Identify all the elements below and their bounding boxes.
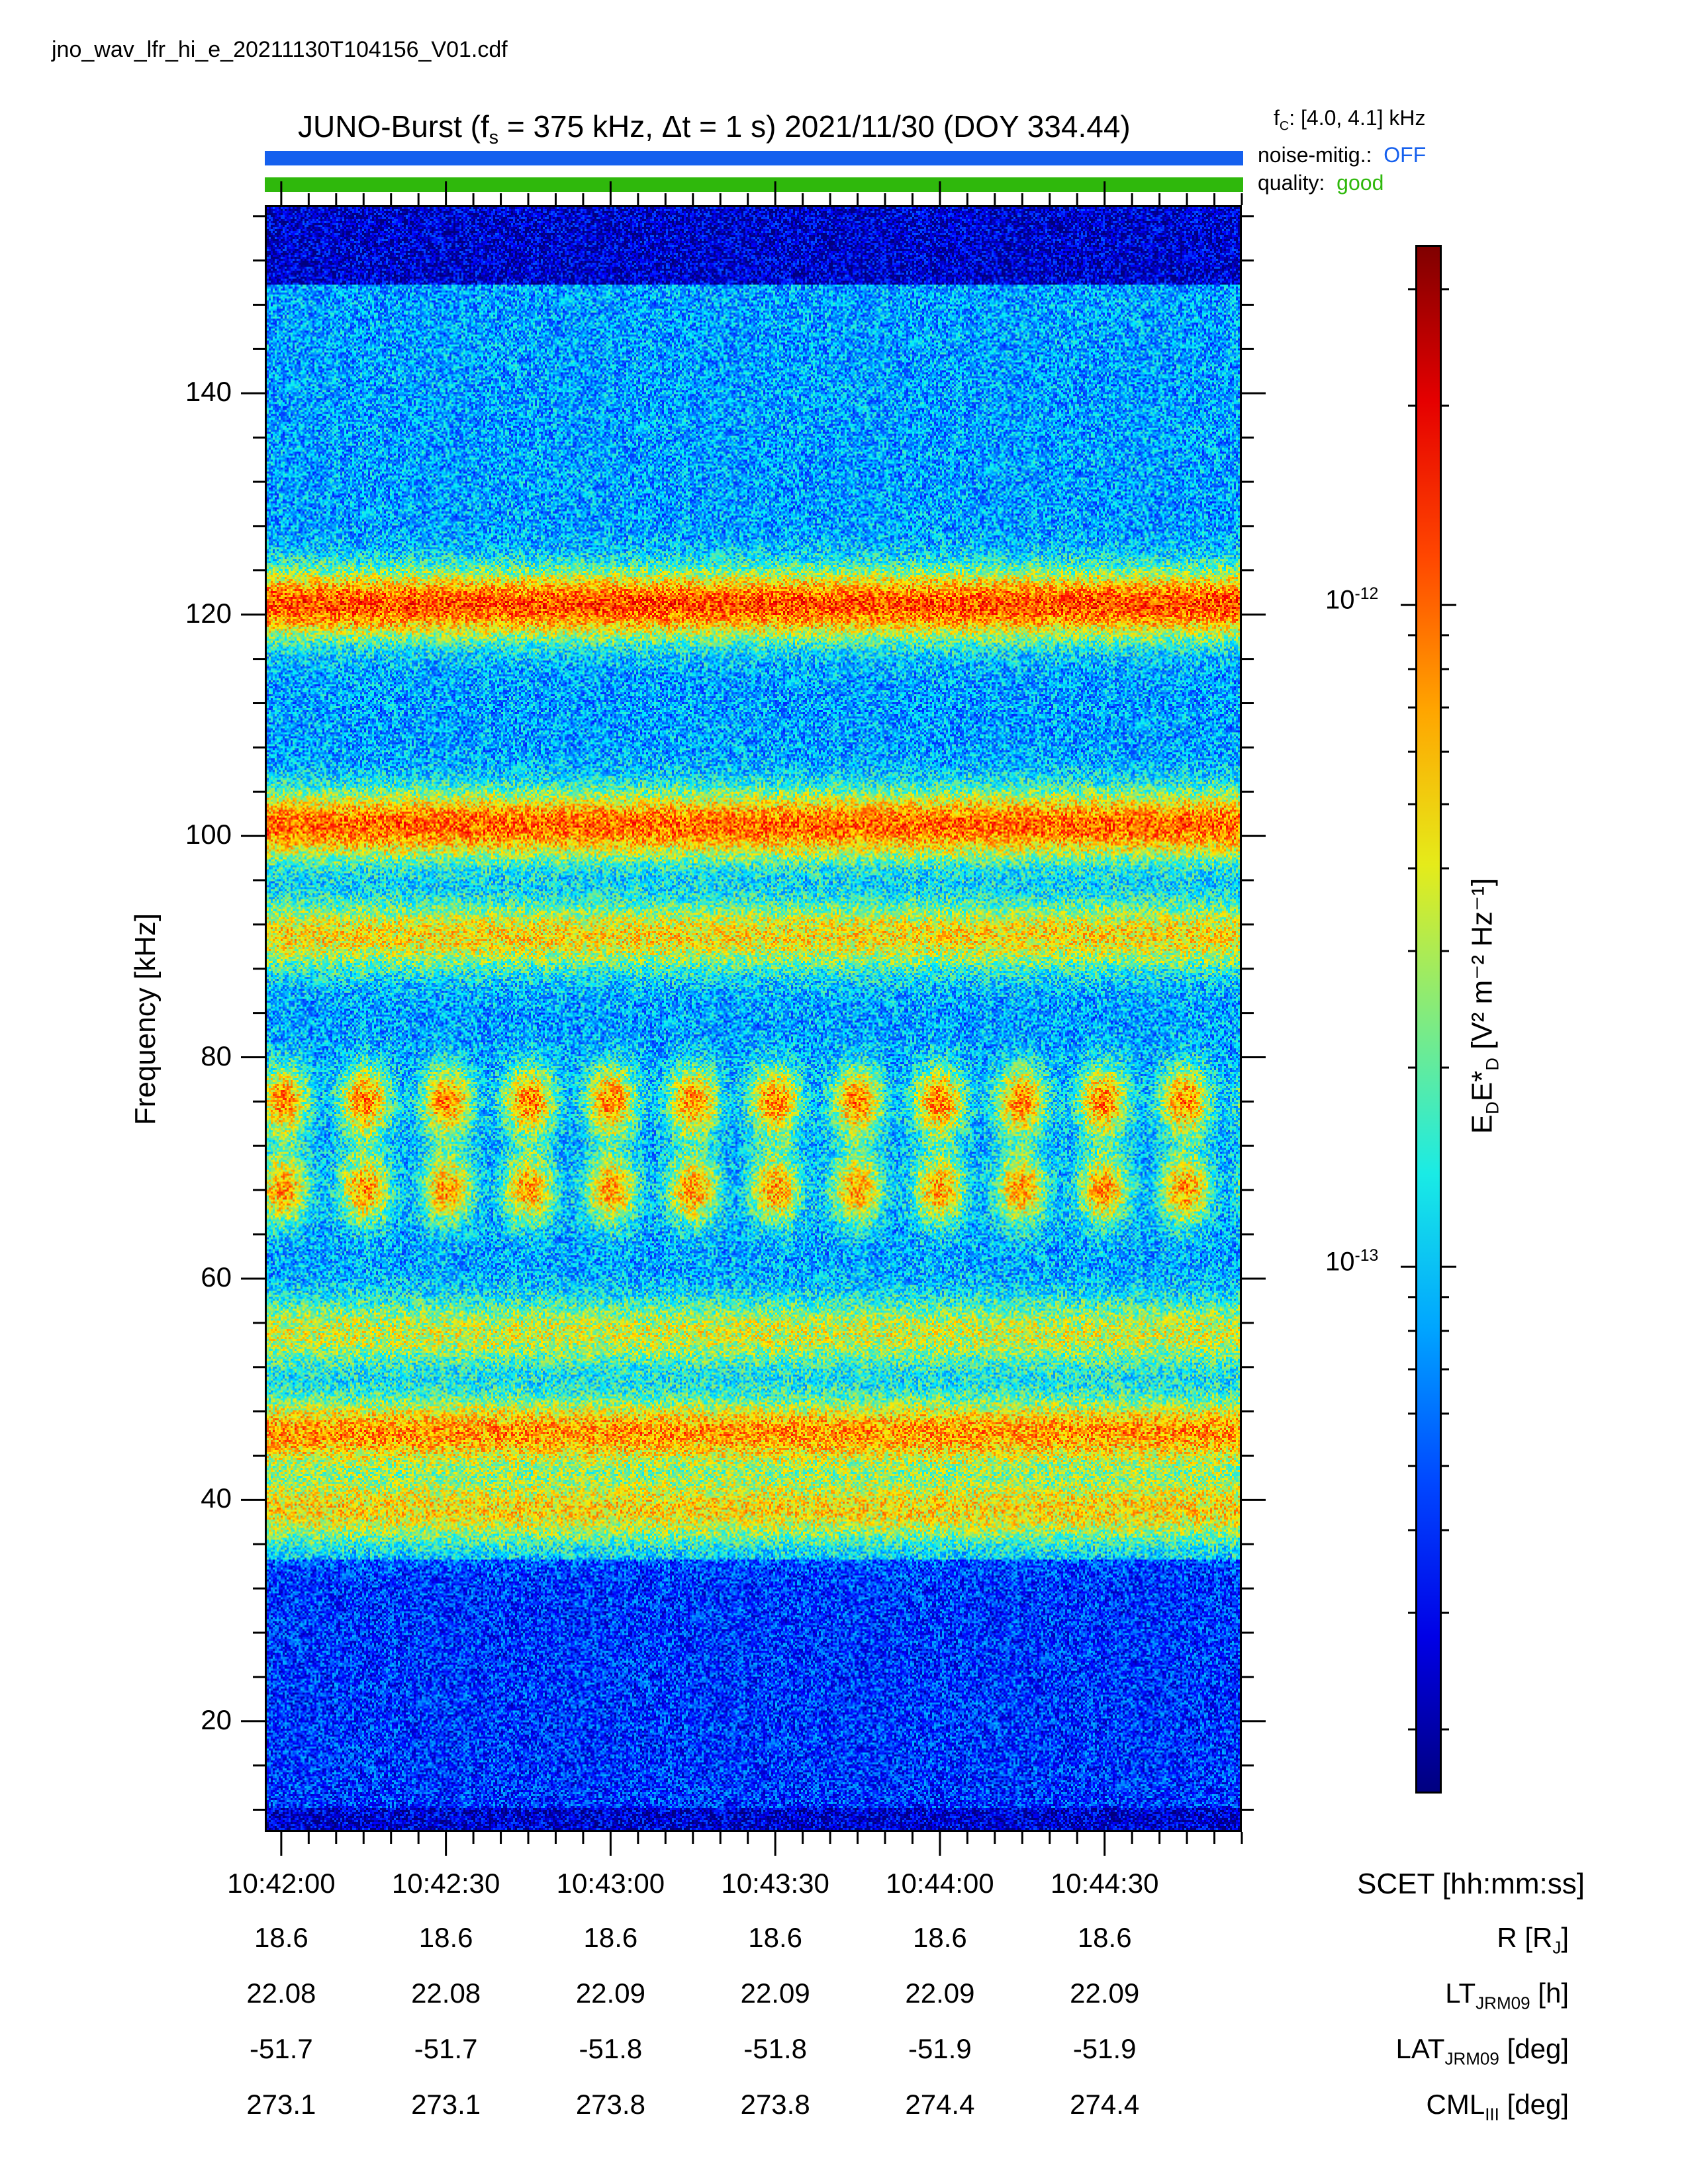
y-tick-label: 20 — [201, 1704, 232, 1735]
y-tick-label: 100 — [185, 819, 232, 850]
colorbar-tick-label: 10-13 — [1325, 1247, 1378, 1277]
scet-header: SCET [hh:mm:ss] — [1357, 1868, 1585, 1900]
ephemeris-value: 22.09 — [575, 1978, 645, 2009]
ephemeris-value: 22.08 — [246, 1978, 316, 2009]
y-axis-label: Frequency [kHz] — [129, 913, 162, 1126]
x-tick-label: 10:44:00 — [886, 1868, 994, 1899]
cb-label-mid: E* — [1466, 1070, 1499, 1102]
ephemeris-label-sub: III — [1485, 2104, 1499, 2124]
ephemeris-value: -51.9 — [1072, 2033, 1137, 2064]
ephemeris-label-main: LAT — [1395, 2033, 1445, 2064]
ephemeris-label-end: [deg] — [1499, 2089, 1569, 2120]
noise-mitigation-label: noise-mitig.: OFF — [1258, 143, 1426, 167]
ephemeris-value: 18.6 — [583, 1922, 638, 1953]
filename-label: jno_wav_lfr_hi_e_20211130T104156_V01.cdf — [52, 37, 508, 62]
ephemeris-value: -51.9 — [908, 2033, 972, 2064]
fc-sub: C — [1279, 118, 1289, 134]
ephemeris-value: 22.09 — [1070, 1978, 1140, 2009]
chart-title-prefix: JUNO-Burst (f — [298, 109, 489, 144]
ephemeris-row-label: LATJRM09 [deg] — [1291, 2033, 1569, 2069]
ephemeris-label-sub: JRM09 — [1476, 1993, 1530, 2013]
colorbar-tick-label: 10-12 — [1325, 585, 1378, 615]
ephemeris-label-main: LT — [1445, 1978, 1476, 2009]
ephemeris-value: 18.6 — [748, 1922, 803, 1953]
fc-value: : [4.0, 4.1] kHz — [1289, 106, 1426, 130]
noise-mitigation-value: OFF — [1383, 143, 1427, 167]
ephemeris-value: -51.8 — [579, 2033, 643, 2064]
ephemeris-value: 18.6 — [913, 1922, 967, 1953]
spectrogram-plot — [265, 205, 1242, 1832]
cb-label-sub1: D — [1481, 1101, 1503, 1115]
ephemeris-label-sub: J — [1552, 1937, 1562, 1958]
ephemeris-label-main: CML — [1426, 2089, 1485, 2120]
colorbar-tick-exp: -12 — [1354, 585, 1379, 604]
ephemeris-value: 22.09 — [740, 1978, 810, 2009]
ephemeris-label-main: R [R — [1497, 1922, 1553, 1953]
ephemeris-value: 273.8 — [740, 2089, 810, 2120]
colorbar-tick-base: 10 — [1325, 585, 1355, 615]
chart-title-rest: = 375 kHz, Δt = 1 s) 2021/11/30 (DOY 334… — [498, 109, 1131, 144]
ephemeris-value: 273.8 — [575, 2089, 645, 2120]
colorbar-tick-exp: -13 — [1354, 1247, 1379, 1265]
ephemeris-value: 274.4 — [1070, 2089, 1140, 2120]
y-tick-label: 40 — [201, 1482, 232, 1514]
colorbar-label: EDE*D [V² m⁻² Hz⁻¹] — [1466, 878, 1503, 1134]
quality-label: quality: good — [1258, 171, 1383, 195]
ephemeris-label-sub: JRM09 — [1444, 2048, 1499, 2069]
y-tick-label: 140 — [185, 376, 232, 408]
cb-label-sub2: D — [1481, 1058, 1503, 1071]
ephemeris-value: 22.09 — [905, 1978, 975, 2009]
spectrogram-image — [267, 207, 1240, 1830]
noise-mitigation-text: noise-mitig.: — [1258, 143, 1372, 167]
ephemeris-row-label: LTJRM09 [h] — [1291, 1978, 1569, 2013]
x-tick-label: 10:43:30 — [721, 1868, 829, 1899]
ephemeris-value: -51.7 — [414, 2033, 478, 2064]
chart-title: JUNO-Burst (fs = 375 kHz, Δt = 1 s) 2021… — [298, 109, 1131, 149]
colorbar — [1415, 245, 1442, 1794]
ephemeris-label-end: [deg] — [1499, 2033, 1569, 2064]
chart-title-sub: s — [489, 127, 499, 149]
cb-label-units: [V² m⁻² Hz⁻¹] — [1466, 878, 1499, 1050]
y-tick-label: 60 — [201, 1261, 232, 1293]
cb-label-main: E — [1466, 1114, 1499, 1134]
y-tick-label: 120 — [185, 597, 232, 629]
ephemeris-value: -51.8 — [743, 2033, 808, 2064]
fc-range-label: fC: [4.0, 4.1] kHz — [1274, 106, 1426, 134]
x-tick-label: 10:44:30 — [1050, 1868, 1159, 1899]
ephemeris-row-label: CMLIII [deg] — [1291, 2089, 1569, 2124]
ephemeris-value: 18.6 — [418, 1922, 473, 1953]
quality-bar — [265, 177, 1243, 192]
ephemeris-value: -51.7 — [250, 2033, 313, 2064]
x-tick-label: 10:42:00 — [227, 1868, 336, 1899]
quality-value: good — [1336, 171, 1384, 195]
fc-prefix: f — [1274, 106, 1280, 130]
ephemeris-value: 18.6 — [254, 1922, 308, 1953]
ephemeris-label-end: ] — [1561, 1922, 1569, 1953]
ephemeris-row-label: R [RJ] — [1291, 1922, 1569, 1958]
ephemeris-value: 273.1 — [411, 2089, 481, 2120]
colorbar-tick-base: 10 — [1325, 1247, 1355, 1277]
ephemeris-label-end: [h] — [1530, 1978, 1569, 2009]
quality-text: quality: — [1258, 171, 1325, 195]
noise-mitigation-bar — [265, 151, 1243, 165]
x-tick-label: 10:43:00 — [556, 1868, 665, 1899]
ephemeris-value: 274.4 — [905, 2089, 975, 2120]
ephemeris-value: 273.1 — [246, 2089, 316, 2120]
ephemeris-value: 22.08 — [411, 1978, 481, 2009]
ephemeris-value: 18.6 — [1077, 1922, 1132, 1953]
y-tick-label: 80 — [201, 1040, 232, 1071]
x-tick-label: 10:42:30 — [391, 1868, 500, 1899]
